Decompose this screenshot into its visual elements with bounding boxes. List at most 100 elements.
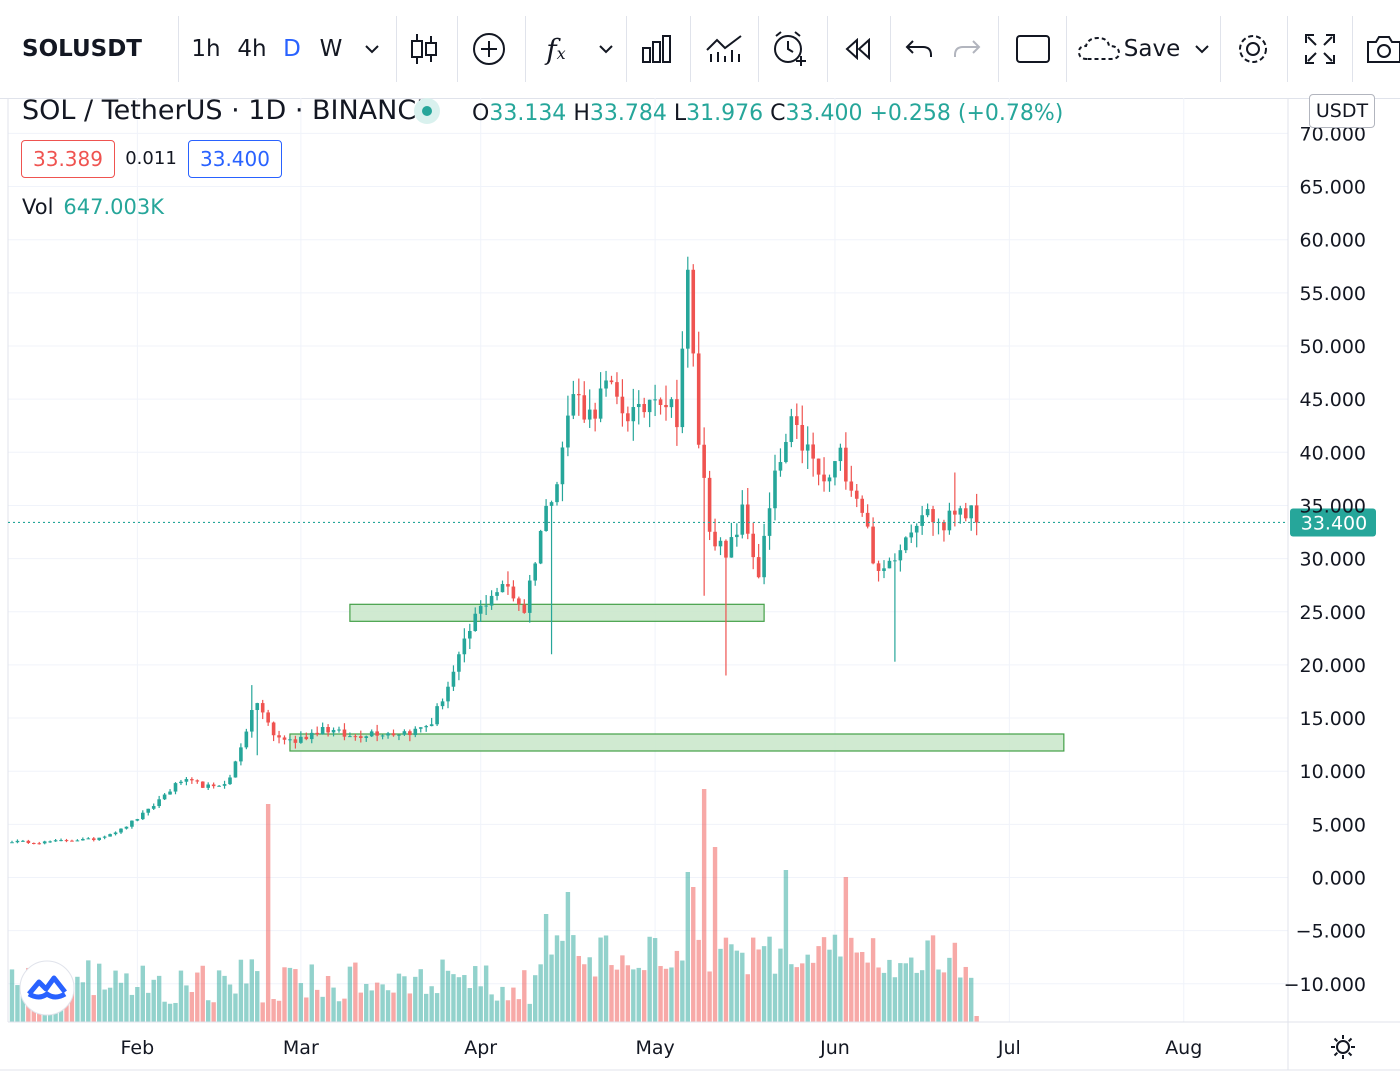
volume-bar <box>353 962 358 1022</box>
candle-body <box>636 403 641 408</box>
volume-bar <box>821 937 827 1022</box>
volume-bar <box>244 983 249 1022</box>
interval-w[interactable]: W <box>319 36 343 62</box>
layout-button[interactable] <box>1012 0 1054 98</box>
volume-bar <box>810 962 816 1022</box>
candle-body <box>348 736 352 738</box>
candle-body <box>151 806 156 809</box>
fullscreen-button[interactable] <box>1300 0 1340 98</box>
volume-bar <box>582 964 587 1022</box>
volume-bar <box>418 969 423 1022</box>
snapshot-button[interactable] <box>1364 0 1400 98</box>
y-tick-label: 50.000 <box>1300 336 1366 358</box>
candle-body <box>59 840 63 842</box>
candle-body <box>260 703 265 713</box>
volume-bar <box>440 959 445 1022</box>
volume-bar <box>75 976 80 1022</box>
volume-bar <box>903 963 908 1022</box>
candle-body <box>10 842 14 844</box>
save-button[interactable]: Save <box>1123 36 1181 62</box>
volume-bar <box>260 1002 265 1022</box>
indicators-dropdown[interactable] <box>594 0 618 98</box>
symbol-search[interactable]: SOLUSDT <box>22 36 142 62</box>
volume-bar <box>898 963 903 1022</box>
templates-button[interactable] <box>702 0 746 98</box>
candle-body <box>566 415 570 448</box>
volume-bar <box>745 974 750 1022</box>
candle-body <box>598 388 603 419</box>
y-tick-label: 55.000 <box>1300 283 1366 305</box>
currency-badge[interactable]: USDT <box>1309 94 1375 128</box>
candle-body <box>577 394 581 396</box>
volume-bar <box>909 957 914 1022</box>
replay-button[interactable] <box>838 0 878 98</box>
candle-body <box>675 399 679 428</box>
y-tick-label: 70.000 <box>1300 123 1366 145</box>
candle-body <box>506 584 510 587</box>
bid-price[interactable]: 33.389 <box>21 140 115 178</box>
candle-body <box>860 498 864 513</box>
volume-bar <box>881 972 887 1022</box>
candle-body <box>756 557 761 578</box>
toolbar-divider <box>827 16 828 82</box>
volume-bar <box>162 1001 167 1022</box>
candle-body <box>168 791 172 795</box>
toolbar-divider <box>890 16 891 82</box>
undo-icon <box>905 40 932 57</box>
legend-title: SOL / TetherUS · 1D · BINANCE <box>22 95 434 126</box>
volume-bar <box>80 982 86 1022</box>
candle-body <box>838 447 843 462</box>
undo-button[interactable] <box>902 0 936 98</box>
axis-settings-icon[interactable] <box>1331 1035 1355 1059</box>
candle-body <box>424 726 428 728</box>
volume-bar <box>620 955 625 1022</box>
settings-button[interactable] <box>1232 0 1274 98</box>
candle-body <box>102 836 107 838</box>
ask-price[interactable]: 33.400 <box>188 140 282 178</box>
candle-body <box>179 781 183 784</box>
chart-type-button[interactable] <box>404 0 444 98</box>
add-symbol-button[interactable] <box>468 0 510 98</box>
candle-body <box>435 706 439 725</box>
candle-body <box>315 732 319 735</box>
candle-body <box>691 269 696 354</box>
cloud-save-indicator[interactable] <box>1076 0 1122 98</box>
volume-bar <box>445 970 451 1022</box>
volume-bar <box>129 994 135 1022</box>
redo-icon <box>954 40 981 57</box>
candle-body <box>909 532 914 538</box>
indicators-button[interactable]: fx <box>538 0 574 98</box>
candle-body <box>429 724 434 727</box>
candle-body <box>478 605 483 614</box>
volume-bar <box>140 965 145 1022</box>
candle-body <box>789 416 794 442</box>
redo-button[interactable] <box>950 0 984 98</box>
alert-button[interactable] <box>768 0 812 98</box>
interval-1h[interactable]: 1h <box>191 36 221 62</box>
last-price-label: 33.400 <box>1301 512 1367 534</box>
volume-bar <box>9 969 15 1022</box>
save-dropdown[interactable] <box>1190 0 1214 98</box>
candle-body <box>854 490 859 499</box>
volume-bar <box>543 914 549 1022</box>
volume-bar <box>500 986 505 1022</box>
candle-body <box>963 508 968 519</box>
interval-d[interactable]: D <box>283 36 301 62</box>
tradingview-logo-icon[interactable] <box>19 960 75 1016</box>
compare-button[interactable] <box>636 0 678 98</box>
interval-4h[interactable]: 4h <box>237 36 267 62</box>
volume-bar <box>124 973 129 1022</box>
market-status-icon <box>414 98 440 124</box>
candle-body <box>631 407 636 422</box>
volume-bar <box>560 940 565 1022</box>
candle-body <box>724 540 728 558</box>
candle-body <box>729 537 734 558</box>
candle-body <box>86 838 91 840</box>
volume-bar <box>462 975 467 1022</box>
x-tick-label: Aug <box>1165 1037 1202 1059</box>
interval-dropdown[interactable] <box>360 0 384 98</box>
candle-body <box>266 712 270 723</box>
price-chart[interactable]: 33.400 70.000 65.000 60.000 55.000 50.000 45.… <box>0 98 1400 1081</box>
volume-bar <box>652 938 658 1022</box>
volume-bar <box>151 979 156 1022</box>
